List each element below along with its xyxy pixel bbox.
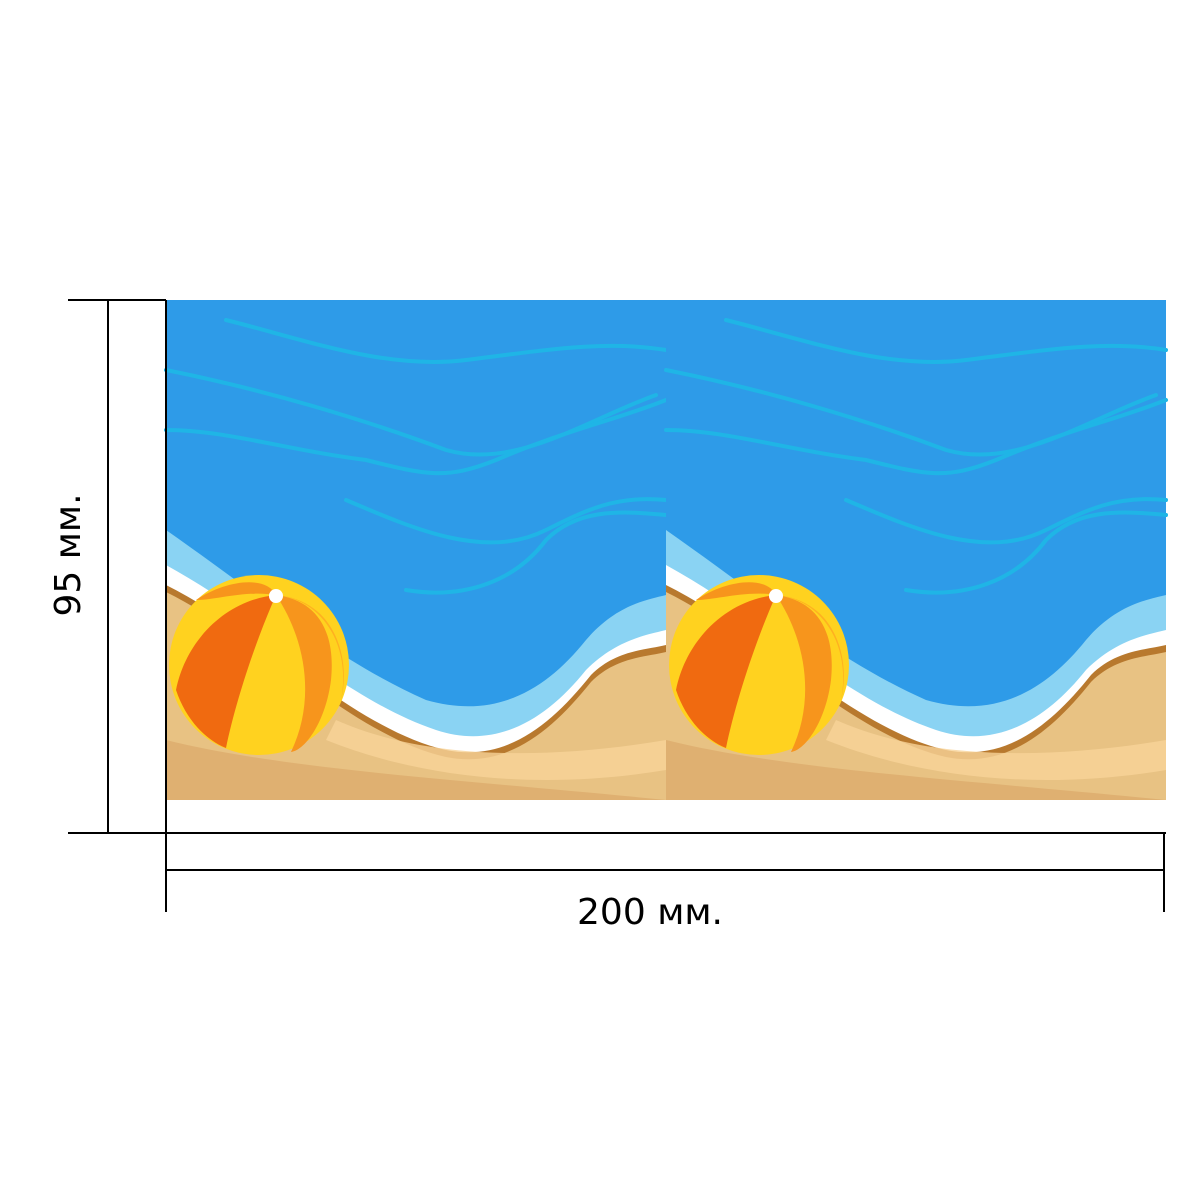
height-label: 95 мм. <box>48 493 89 616</box>
dimension-lines <box>68 299 1166 912</box>
width-label: 200 мм. <box>577 892 723 933</box>
illustration <box>164 298 1168 802</box>
